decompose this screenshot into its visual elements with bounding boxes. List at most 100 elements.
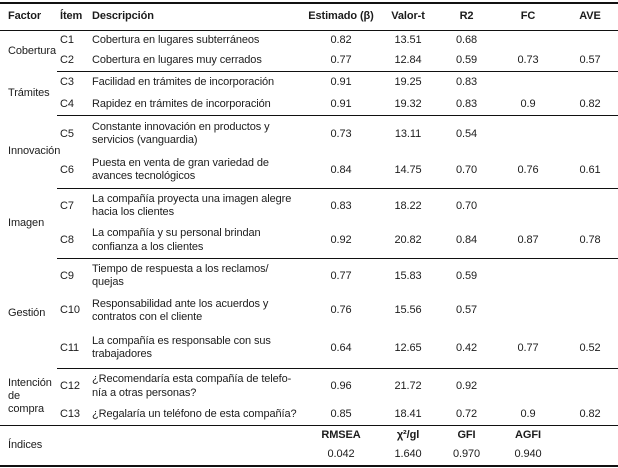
item-cell: C13 bbox=[60, 408, 80, 421]
description-cell: Responsabilidad ante los acuerdos y cont… bbox=[92, 297, 269, 323]
r2-cell: 0.54 bbox=[439, 115, 494, 153]
ave-cell bbox=[562, 71, 618, 94]
col-header-factor: Factor bbox=[0, 3, 57, 31]
ave-cell: 0.78 bbox=[579, 234, 601, 247]
r2-cell: 0.59 bbox=[455, 54, 477, 67]
fc-cell: 0.9 bbox=[520, 97, 536, 110]
item-cell: C3 bbox=[57, 71, 89, 94]
col-header-descripcion: Descripción bbox=[89, 3, 305, 31]
estimado-cell: 0.77 bbox=[305, 258, 377, 294]
description-cell: Rapidez en trámites de incorporación bbox=[92, 97, 271, 110]
agfi-label: AGFI bbox=[494, 425, 562, 446]
chi2-gl-label: χ²/gl bbox=[377, 425, 439, 446]
description-cell: Puesta en venta de gran variedad de avan… bbox=[92, 156, 269, 183]
estimado-cell: 0.64 bbox=[330, 341, 352, 354]
gfi-value: 0.970 bbox=[452, 448, 481, 461]
r2-cell: 0.92 bbox=[439, 368, 494, 405]
table-row: C4 Rapidez en trámites de incorporación … bbox=[0, 94, 618, 116]
estimado-cell: 0.91 bbox=[330, 97, 352, 110]
description-cell: ¿Recomendaría esta compañía de telefo- n… bbox=[89, 368, 305, 405]
r2-cell: 0.83 bbox=[439, 71, 494, 94]
factor-cell: Gestión bbox=[8, 306, 46, 319]
item-cell: C11 bbox=[60, 341, 80, 354]
fc-cell bbox=[494, 188, 562, 224]
table-row: Trámites C3 Facilidad en trámites de inc… bbox=[0, 71, 618, 99]
factor-cell: Trámites bbox=[8, 86, 50, 99]
ave-cell: 0.82 bbox=[579, 408, 601, 421]
indices-label-row: Índices RMSEA χ²/gl GFI AGFI bbox=[0, 425, 618, 466]
estimado-cell: 0.82 bbox=[330, 34, 352, 47]
ave-cell bbox=[562, 258, 618, 294]
estimado-cell: 0.85 bbox=[330, 408, 352, 421]
fc-cell: 0.76 bbox=[517, 163, 539, 176]
factor-cell: Innovación bbox=[8, 145, 61, 158]
table-row: C13 ¿Regalaría un teléfono de esta compa… bbox=[0, 405, 618, 426]
ave-cell bbox=[562, 368, 618, 405]
ave-cell bbox=[562, 115, 618, 153]
empty-cell bbox=[57, 425, 89, 446]
r2-cell: 0.84 bbox=[455, 234, 477, 247]
factor-cell: Imagen bbox=[8, 216, 45, 229]
item-cell: C1 bbox=[60, 34, 74, 47]
estimado-cell: 0.91 bbox=[305, 71, 377, 94]
estimado-cell: 0.83 bbox=[305, 188, 377, 224]
fc-cell: 0.87 bbox=[517, 234, 539, 247]
valor-t-cell: 13.51 bbox=[394, 34, 422, 47]
item-cell: C5 bbox=[57, 115, 89, 153]
table-row: Imagen C7 La compañía proyecta una image… bbox=[0, 188, 618, 229]
item-cell: C4 bbox=[60, 97, 74, 110]
description-cell: Constante innovación en productos y serv… bbox=[89, 115, 305, 153]
ave-cell bbox=[562, 294, 618, 329]
r2-cell: 0.70 bbox=[439, 188, 494, 224]
factor-cell: Índices bbox=[0, 425, 57, 466]
table-row: C11 La compañía es responsable con sus t… bbox=[0, 329, 618, 369]
rmsea-label: RMSEA bbox=[305, 425, 377, 446]
valor-t-cell: 15.56 bbox=[394, 304, 422, 317]
empty-cell bbox=[89, 425, 305, 446]
table-row: C6 Puesta en venta de gran variedad de a… bbox=[0, 153, 618, 189]
col-header-valor-t: Valor-t bbox=[377, 3, 439, 31]
valor-t-cell: 20.82 bbox=[394, 234, 422, 247]
fc-cell bbox=[494, 368, 562, 405]
description-cell: Tiempo de respuesta a los reclamos/ quej… bbox=[89, 258, 305, 294]
ave-cell: 0.82 bbox=[579, 97, 601, 110]
fc-cell bbox=[494, 258, 562, 294]
table-row: C2 Cobertura en lugares muy cerrados 0.7… bbox=[0, 51, 618, 72]
valor-t-cell: 12.84 bbox=[394, 54, 422, 67]
description-cell: La compañía proyecta una imagen alegre h… bbox=[89, 188, 305, 224]
ave-cell: 0.52 bbox=[579, 341, 601, 354]
description-cell: La compañía y su personal brindan confia… bbox=[92, 227, 261, 253]
description-cell: La compañía es responsable con sus traba… bbox=[92, 334, 271, 361]
factor-cell: Cobertura bbox=[8, 44, 57, 57]
gfi-label: GFI bbox=[439, 425, 494, 446]
item-cell: C10 bbox=[60, 304, 80, 317]
ave-cell: 0.57 bbox=[579, 54, 601, 67]
table-row: Innovación C5 Constante innovación en pr… bbox=[0, 115, 618, 157]
item-cell: C6 bbox=[60, 163, 74, 176]
valor-t-cell: 19.32 bbox=[394, 97, 422, 110]
fc-cell: 0.77 bbox=[517, 341, 539, 354]
description-cell: Facilidad en trámites de incorporación bbox=[89, 71, 305, 94]
item-cell: C8 bbox=[60, 234, 74, 247]
r2-cell: 0.59 bbox=[439, 258, 494, 294]
ave-cell bbox=[562, 188, 618, 224]
item-cell: C7 bbox=[57, 188, 89, 224]
fc-cell bbox=[494, 31, 562, 51]
table-row: Gestión C9 Tiempo de respuesta a los rec… bbox=[0, 258, 618, 319]
fc-cell bbox=[494, 115, 562, 153]
col-header-estimado: Estimado (β) bbox=[305, 3, 377, 31]
factor-cell: Intención de compra bbox=[8, 376, 52, 416]
item-cell: C9 bbox=[57, 258, 89, 294]
table-row: C8 La compañía y su personal brindan con… bbox=[0, 224, 618, 259]
valor-t-cell: 15.83 bbox=[377, 258, 439, 294]
description-cell: Cobertura en lugares muy cerrados bbox=[92, 54, 262, 67]
ave-cell: 0.61 bbox=[579, 163, 601, 176]
table-row: Cobertura C1 Cobertura en lugares subter… bbox=[0, 31, 618, 57]
description-cell: ¿Regalaría un teléfono de esta compañía? bbox=[92, 408, 297, 421]
item-cell: C2 bbox=[60, 54, 74, 67]
agfi-value: 0.940 bbox=[514, 448, 542, 461]
r2-cell: 0.68 bbox=[455, 34, 477, 47]
empty-cell bbox=[562, 425, 618, 446]
